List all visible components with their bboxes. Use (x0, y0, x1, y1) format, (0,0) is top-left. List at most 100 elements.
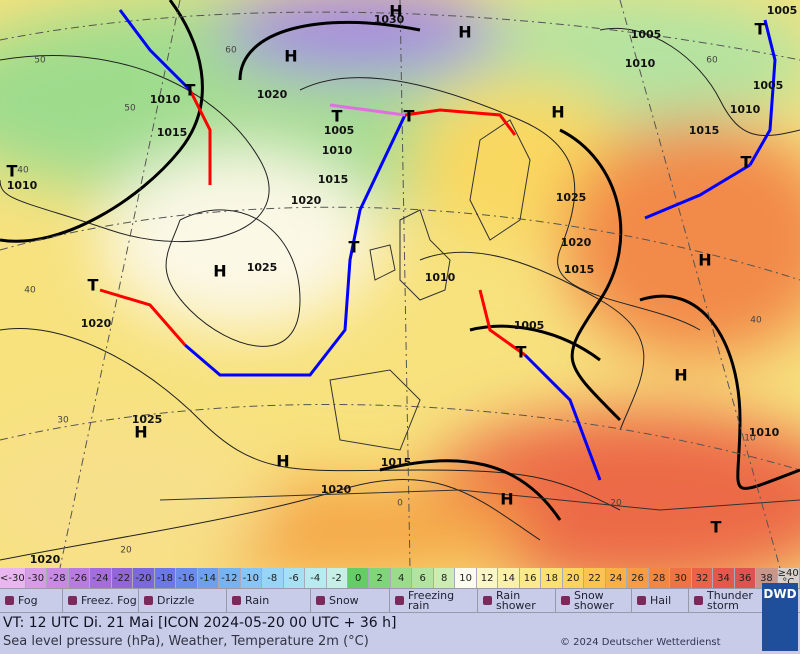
copyright: © 2024 Deutscher Wetterdienst (560, 637, 721, 648)
weather-legend-item: Rain shower (478, 589, 556, 613)
isobar-label: 1025 (247, 261, 278, 274)
low-pressure-center: T (711, 518, 722, 537)
scale-cell: -30 (25, 568, 48, 588)
grid-label: 60 (225, 46, 237, 56)
scale-cell: 12 (476, 568, 499, 588)
weather-legend-item: Drizzle (139, 589, 227, 613)
isobar-label: 1015 (689, 124, 720, 137)
temperature-scale: <-30 -30 -28 -26 -24 -22 -20 -18 -16 -14 -12 -10 -8-… (0, 568, 800, 588)
scale-cell: 24 (605, 568, 628, 588)
scale-cell: 36 (734, 568, 757, 588)
scale-cell: -18 (154, 568, 177, 588)
isobar-label: 1005 (514, 319, 545, 332)
grid-label: 0 (397, 499, 403, 509)
low-pressure-center: T (332, 107, 343, 126)
high-pressure-center: H (134, 423, 147, 442)
weather-legend-item: Hail (632, 589, 689, 613)
description: Sea level pressure (hPa), Weather, Tempe… (3, 634, 369, 649)
scale-cell: -20 (133, 568, 155, 588)
isobar-label: 1005 (631, 28, 662, 41)
low-pressure-center: T (755, 20, 766, 39)
high-pressure-center: H (458, 23, 471, 42)
scale-cell: -16 (176, 568, 198, 588)
grid-label: 20 (610, 499, 622, 509)
scale-cell: 16 (519, 568, 542, 588)
high-pressure-center: H (276, 452, 289, 471)
scale-cell: -28 (47, 568, 69, 588)
low-pressure-center: T (741, 153, 752, 172)
high-pressure-center: H (213, 262, 226, 281)
scale-cell: 28 (648, 568, 671, 588)
scale-cell: 20 (562, 568, 585, 588)
weather-legend-item: Freezing rain (390, 589, 478, 613)
high-pressure-center: H (389, 2, 402, 21)
scale-cell: 8 (433, 568, 456, 588)
scale-cell: 22 (584, 568, 606, 588)
isobar-label: 1020 (257, 88, 288, 101)
grid-label: 10 (744, 434, 756, 444)
isobar-label: 1020 (561, 236, 592, 249)
footer: VT: 12 UTC Di. 21 Mai [ICON 2024-05-20 0… (0, 583, 800, 654)
grid-label: 50 (124, 104, 136, 114)
grid-label: 40 (750, 316, 762, 326)
low-pressure-center: T (88, 276, 99, 295)
grid-label: 30 (57, 416, 69, 426)
valid-time: VT: 12 UTC Di. 21 Mai [ICON 2024-05-20 0… (3, 615, 397, 631)
scale-cell: -14 (197, 568, 220, 588)
scale-cell: -12 (219, 568, 241, 588)
weather-legend: Fog Freez. Fog Drizzle Rain Snow Freezing rai… (0, 588, 800, 613)
scale-cell: 18 (541, 568, 563, 588)
scale-cell: 4 (390, 568, 413, 588)
scale-cell: 2 (369, 568, 391, 588)
isobar-label: 1020 (291, 194, 322, 207)
isobar-label: 1015 (381, 456, 412, 469)
isobar-label: 1010 (625, 57, 656, 70)
scale-cell: 10 (455, 568, 477, 588)
isobar-label: 1010 (150, 93, 181, 106)
weather-legend-item: Thunder storm (689, 589, 770, 613)
isobar-label: 1005 (324, 124, 355, 137)
isobar-label: 1025 (132, 413, 163, 426)
grid-label: 50 (34, 56, 46, 66)
scale-cell: 6 (412, 568, 434, 588)
isobar-label: 1015 (157, 126, 188, 139)
isobar-label: 1020 (321, 483, 352, 496)
scale-cell: 32 (691, 568, 714, 588)
grid-label: 20 (120, 546, 132, 556)
isobar-label: 1020 (30, 553, 61, 566)
grid-label: 40 (24, 286, 36, 296)
grid-label: 60 (706, 56, 718, 66)
scale-cell: -22 (111, 568, 134, 588)
scale-cell: 0 (347, 568, 370, 588)
isobar-label: 1015 (318, 173, 349, 186)
scale-cell: 26 (627, 568, 649, 588)
weather-legend-item: Freez. Fog (63, 589, 139, 613)
temperature-field (0, 0, 800, 568)
high-pressure-center: H (284, 47, 297, 66)
scale-cell: <-30 (0, 568, 26, 588)
isobar-label: 1030 (374, 13, 405, 26)
grid-label: 40 (17, 166, 29, 176)
isobar-label: 1005 (767, 4, 798, 17)
weather-legend-item: Snow (311, 589, 390, 613)
scale-cell: -6 (283, 568, 306, 588)
isobar-label: 1020 (81, 317, 112, 330)
scale-cell: 30 (670, 568, 692, 588)
low-pressure-center: T (349, 238, 360, 257)
weather-legend-item: Snow shower (556, 589, 632, 613)
weather-legend-item: Fog (0, 589, 63, 613)
low-pressure-center: T (516, 343, 527, 362)
scale-cell: -4 (305, 568, 327, 588)
low-pressure-center: T (404, 107, 415, 126)
high-pressure-center: H (500, 490, 513, 509)
scale-cell: 14 (498, 568, 520, 588)
high-pressure-center: H (551, 103, 564, 122)
isobar-label: 1005 (753, 79, 784, 92)
isobar-label: 1010 (730, 103, 761, 116)
scale-cell: -26 (68, 568, 91, 588)
scale-cell: -10 (240, 568, 263, 588)
isobar-label: 1025 (556, 191, 587, 204)
scale-cell: -8 (262, 568, 284, 588)
